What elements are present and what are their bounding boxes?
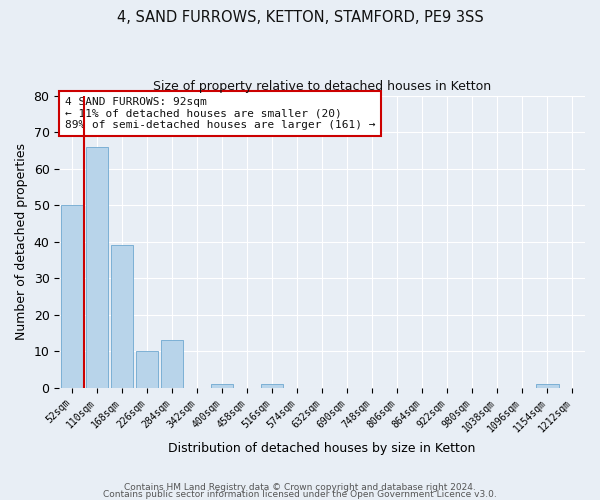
Text: Contains HM Land Registry data © Crown copyright and database right 2024.: Contains HM Land Registry data © Crown c… [124,484,476,492]
Bar [211,384,233,388]
Bar [86,146,108,388]
Text: 4, SAND FURROWS, KETTON, STAMFORD, PE9 3SS: 4, SAND FURROWS, KETTON, STAMFORD, PE9 3… [116,10,484,25]
Text: 4 SAND FURROWS: 92sqm
← 11% of detached houses are smaller (20)
89% of semi-deta: 4 SAND FURROWS: 92sqm ← 11% of detached … [65,97,375,130]
Bar [161,340,183,388]
Bar [261,384,283,388]
X-axis label: Distribution of detached houses by size in Ketton: Distribution of detached houses by size … [169,442,476,455]
Bar [110,246,133,388]
Y-axis label: Number of detached properties: Number of detached properties [15,143,28,340]
Bar [61,205,83,388]
Bar [536,384,559,388]
Title: Size of property relative to detached houses in Ketton: Size of property relative to detached ho… [153,80,491,93]
Bar [136,352,158,388]
Text: Contains public sector information licensed under the Open Government Licence v3: Contains public sector information licen… [103,490,497,499]
